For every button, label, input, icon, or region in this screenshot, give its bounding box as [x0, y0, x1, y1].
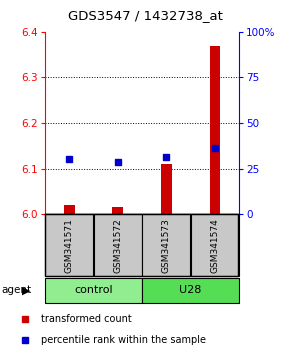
Text: GSM341573: GSM341573	[162, 218, 171, 273]
Text: GSM341574: GSM341574	[211, 218, 220, 273]
Bar	[64, 205, 75, 214]
Text: GSM341571: GSM341571	[65, 218, 74, 273]
Text: ▶: ▶	[22, 285, 30, 295]
Bar	[94, 214, 142, 276]
Bar	[45, 214, 93, 276]
Bar	[142, 278, 239, 303]
Bar	[142, 214, 191, 276]
Bar	[113, 207, 123, 214]
Bar	[191, 214, 239, 276]
Text: transformed count: transformed count	[41, 314, 132, 324]
Text: control: control	[74, 285, 113, 295]
Text: percentile rank within the sample: percentile rank within the sample	[41, 335, 206, 345]
Bar	[210, 46, 220, 214]
Bar	[161, 164, 172, 214]
Bar	[45, 278, 142, 303]
Text: GDS3547 / 1432738_at: GDS3547 / 1432738_at	[68, 10, 222, 22]
Text: U28: U28	[180, 285, 202, 295]
Text: agent: agent	[1, 285, 32, 295]
Text: GSM341572: GSM341572	[113, 218, 122, 273]
